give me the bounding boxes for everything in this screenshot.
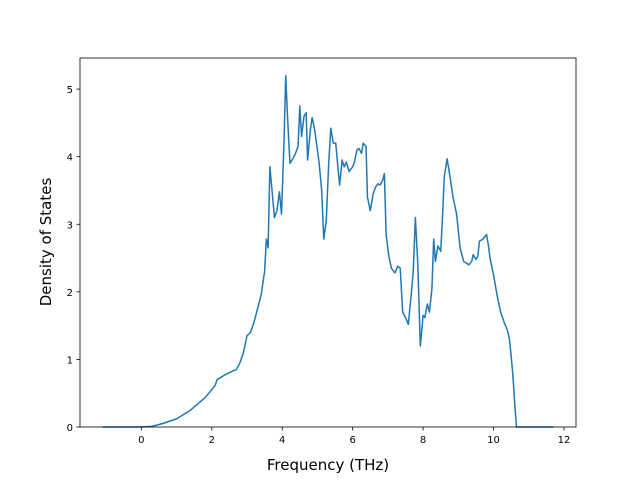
y-tick-label: 1 <box>67 355 73 366</box>
data-line <box>102 74 554 428</box>
y-tick-label: 0 <box>67 423 73 434</box>
x-tick-label: 0 <box>138 435 144 446</box>
y-tick-label: 5 <box>67 85 73 96</box>
x-tick-label: 8 <box>420 435 426 446</box>
y-tick-label: 2 <box>67 288 73 299</box>
plot-frame <box>79 57 577 428</box>
x-tick-label: 10 <box>487 435 500 446</box>
y-tick-label: 4 <box>67 153 73 164</box>
x-tick-label: 12 <box>558 435 571 446</box>
x-tick-label: 2 <box>209 435 215 446</box>
y-axis-label: Density of States <box>37 178 55 307</box>
y-tick-label: 3 <box>67 220 73 231</box>
x-tick-label: 4 <box>279 435 285 446</box>
x-tick-label: 6 <box>349 435 355 446</box>
x-axis-label: Frequency (THz) <box>267 456 389 474</box>
